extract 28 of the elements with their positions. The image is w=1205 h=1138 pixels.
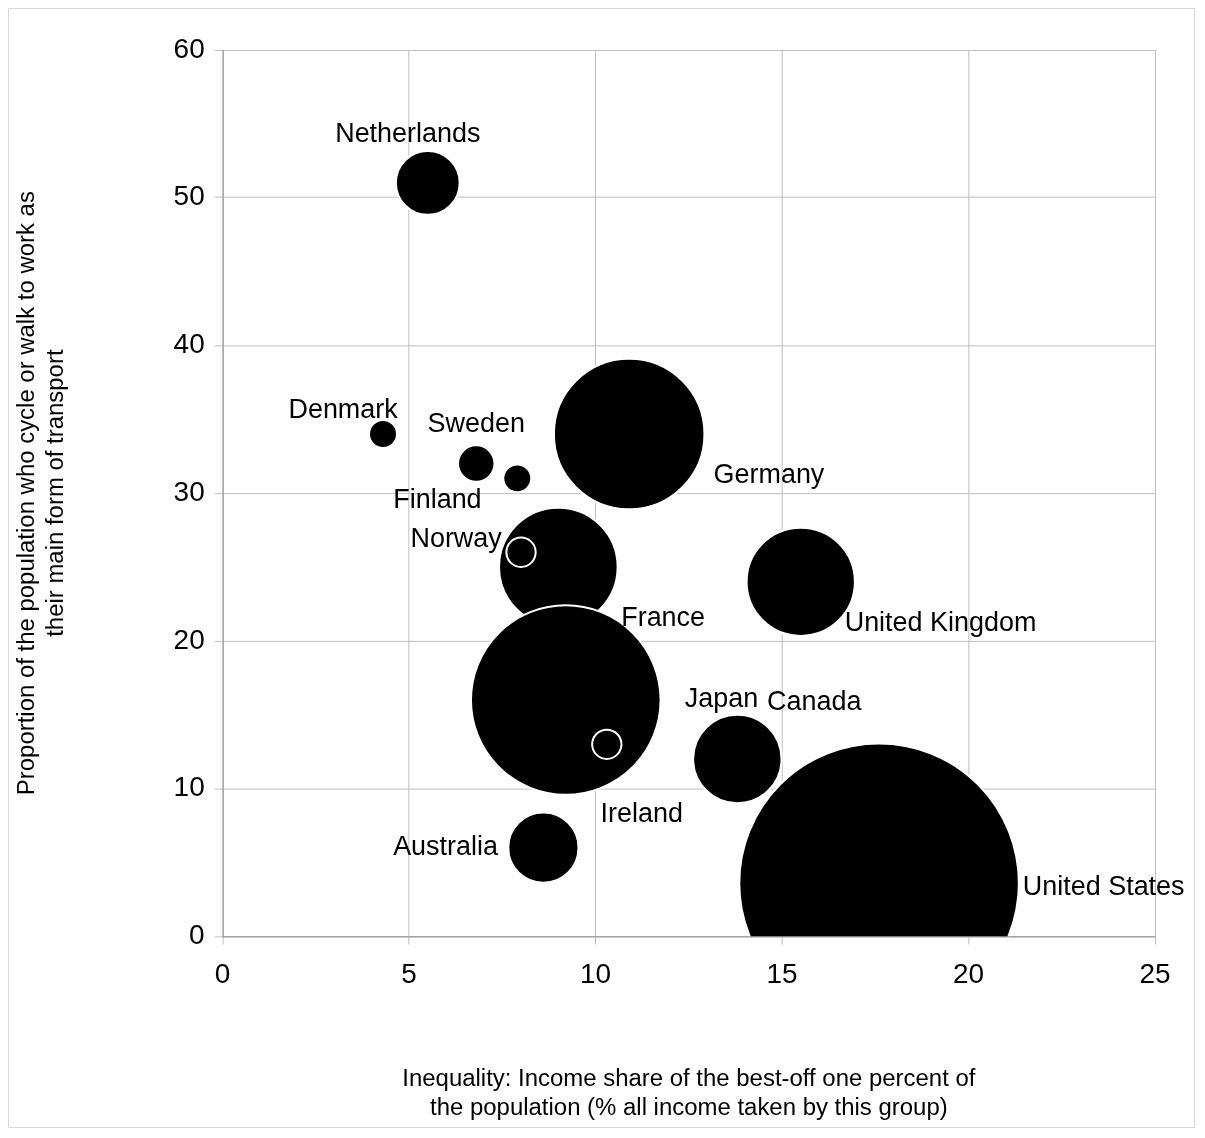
annotation: United Kingdom [844, 607, 1037, 638]
x-tick-label: 5 [401, 957, 417, 989]
annotation: Norway [410, 522, 503, 553]
annotation: France [621, 602, 706, 633]
annotation: Germany [713, 459, 825, 490]
x-tick-label: 15 [766, 957, 798, 989]
y-tick-label: 20 [173, 623, 205, 655]
y-tick-label: 10 [173, 771, 205, 803]
y-axis-title: Proportion of the population who cycle or walk to work as their main form of transport [11, 191, 68, 796]
y-tick-label: 30 [173, 475, 205, 507]
y-tick-label: 50 [173, 180, 205, 212]
x-tick-label: 20 [953, 957, 985, 989]
annotation: United States [1022, 870, 1185, 901]
y-tick-label: 0 [189, 919, 205, 951]
x-axis-title: Inequality: Income share of the best-off one percent of the population (% all income taken by this group) [402, 1064, 976, 1121]
annotation: Japan [684, 683, 759, 714]
y-tick-label: 40 [173, 328, 205, 360]
y-tick-label: 60 [173, 32, 205, 64]
annotation: Sweden [427, 408, 525, 439]
x-tick-label: 10 [580, 957, 612, 989]
annotation: Ireland [600, 797, 683, 828]
annotation: Finland [393, 483, 482, 514]
x-tick-label: 25 [1139, 957, 1171, 989]
annotation: Canada [767, 685, 862, 716]
annotation: Australia [393, 831, 498, 862]
annotation: Denmark [288, 393, 399, 424]
annotation: Netherlands [335, 118, 481, 149]
x-tick-label: 0 [214, 957, 231, 989]
